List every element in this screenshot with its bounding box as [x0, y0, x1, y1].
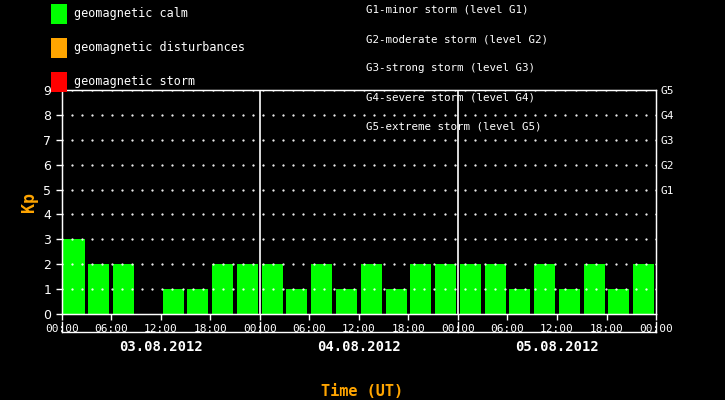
Bar	[460, 264, 481, 314]
Bar	[484, 264, 505, 314]
Bar	[608, 289, 629, 314]
Bar	[262, 264, 283, 314]
Bar	[286, 289, 307, 314]
Text: G5-extreme storm (level G5): G5-extreme storm (level G5)	[366, 122, 542, 132]
Bar	[311, 264, 332, 314]
Bar	[534, 264, 555, 314]
Bar	[584, 264, 605, 314]
Text: 05.08.2012: 05.08.2012	[515, 340, 599, 354]
Y-axis label: Kp: Kp	[20, 192, 38, 212]
Text: G1-minor storm (level G1): G1-minor storm (level G1)	[366, 5, 529, 15]
Text: G4-severe storm (level G4): G4-severe storm (level G4)	[366, 93, 535, 103]
Bar	[336, 289, 357, 314]
Text: 03.08.2012: 03.08.2012	[119, 340, 202, 354]
Bar	[386, 289, 407, 314]
Bar	[162, 289, 183, 314]
Bar	[435, 264, 456, 314]
Bar	[559, 289, 580, 314]
Text: G3-strong storm (level G3): G3-strong storm (level G3)	[366, 64, 535, 74]
Text: Time (UT): Time (UT)	[321, 384, 404, 400]
Text: 04.08.2012: 04.08.2012	[317, 340, 401, 354]
Bar	[113, 264, 134, 314]
Bar	[64, 239, 85, 314]
Bar	[212, 264, 233, 314]
Bar	[633, 264, 654, 314]
Text: G2-moderate storm (level G2): G2-moderate storm (level G2)	[366, 34, 548, 44]
Bar	[361, 264, 382, 314]
Bar	[237, 264, 258, 314]
Bar	[88, 264, 109, 314]
Bar	[410, 264, 431, 314]
Bar	[187, 289, 208, 314]
Text: geomagnetic disturbances: geomagnetic disturbances	[74, 42, 245, 54]
Text: geomagnetic storm: geomagnetic storm	[74, 76, 195, 88]
Bar	[510, 289, 531, 314]
Text: geomagnetic calm: geomagnetic calm	[74, 8, 188, 20]
